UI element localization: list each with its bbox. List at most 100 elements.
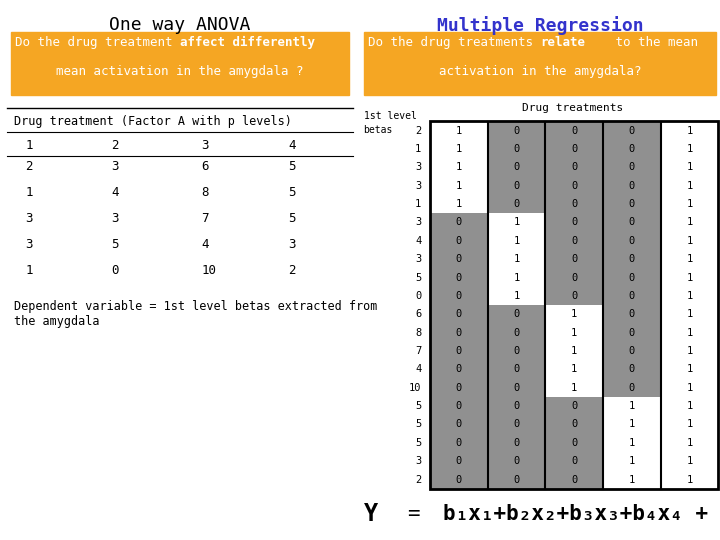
Text: 1: 1 — [513, 291, 520, 301]
Bar — [660, 379, 718, 397]
Bar — [431, 287, 488, 305]
Text: 1: 1 — [629, 438, 635, 448]
Text: 0: 0 — [571, 420, 577, 429]
Text: 0: 0 — [571, 181, 577, 191]
Text: 0: 0 — [571, 199, 577, 209]
Bar — [660, 268, 718, 287]
Text: Multiple Regression: Multiple Regression — [437, 16, 643, 35]
Bar — [546, 452, 603, 470]
Text: 0: 0 — [456, 218, 462, 227]
Text: 0: 0 — [629, 383, 635, 393]
Text: 3: 3 — [415, 254, 421, 264]
Bar — [488, 434, 546, 452]
Text: 4: 4 — [202, 238, 209, 251]
Text: 0: 0 — [629, 218, 635, 227]
Text: Drug treatments: Drug treatments — [522, 103, 623, 113]
Text: 0: 0 — [513, 420, 520, 429]
Text: 0: 0 — [456, 346, 462, 356]
Text: 0: 0 — [571, 273, 577, 282]
Text: 1: 1 — [629, 401, 635, 411]
Bar — [431, 232, 488, 250]
Bar — [603, 177, 661, 195]
Bar — [431, 434, 488, 452]
Text: 6: 6 — [202, 160, 209, 173]
Text: 5: 5 — [112, 238, 119, 251]
Text: 1: 1 — [513, 218, 520, 227]
Text: 1: 1 — [513, 273, 520, 282]
Bar — [488, 213, 546, 232]
Text: 0: 0 — [513, 346, 520, 356]
Bar — [431, 250, 488, 268]
Text: 1: 1 — [629, 456, 635, 466]
Bar — [546, 232, 603, 250]
Text: 0: 0 — [513, 364, 520, 374]
Text: 0: 0 — [629, 199, 635, 209]
Bar — [660, 434, 718, 452]
Text: 0: 0 — [513, 438, 520, 448]
Text: 0: 0 — [629, 364, 635, 374]
Text: Do the drug treatments: Do the drug treatments — [367, 36, 540, 49]
Text: 0: 0 — [571, 144, 577, 154]
Bar — [546, 397, 603, 415]
Bar — [431, 379, 488, 397]
Text: 5: 5 — [288, 186, 295, 199]
Text: 0: 0 — [629, 254, 635, 264]
Text: 1: 1 — [629, 475, 635, 484]
Text: 0: 0 — [456, 309, 462, 319]
Text: 0: 0 — [415, 291, 421, 301]
Bar — [546, 360, 603, 379]
Text: 1: 1 — [686, 144, 693, 154]
Text: 1: 1 — [686, 181, 693, 191]
Text: 0: 0 — [629, 144, 635, 154]
Text: 0: 0 — [571, 456, 577, 466]
Text: 0: 0 — [456, 420, 462, 429]
Text: 0: 0 — [571, 126, 577, 136]
Text: 1: 1 — [686, 309, 693, 319]
Text: 0: 0 — [513, 328, 520, 338]
Text: 1: 1 — [686, 364, 693, 374]
Text: 0: 0 — [456, 254, 462, 264]
Text: 8: 8 — [415, 328, 421, 338]
Bar — [488, 397, 546, 415]
Bar — [603, 434, 661, 452]
Text: 0: 0 — [629, 126, 635, 136]
Text: 0: 0 — [571, 291, 577, 301]
Bar — [660, 452, 718, 470]
Text: 0: 0 — [513, 456, 520, 466]
Text: 1: 1 — [415, 144, 421, 154]
Text: 1: 1 — [25, 186, 32, 199]
Text: 3: 3 — [415, 163, 421, 172]
Text: 1: 1 — [686, 126, 693, 136]
Text: 0: 0 — [629, 163, 635, 172]
Bar — [603, 379, 661, 397]
Text: 2: 2 — [112, 139, 119, 152]
Text: 1: 1 — [415, 199, 421, 209]
Text: 0: 0 — [513, 309, 520, 319]
Bar — [431, 268, 488, 287]
Bar — [660, 158, 718, 177]
Text: 0: 0 — [629, 181, 635, 191]
Text: 3: 3 — [202, 139, 209, 152]
Bar — [431, 305, 488, 323]
Bar — [546, 250, 603, 268]
Bar — [660, 342, 718, 360]
Text: 0: 0 — [513, 163, 520, 172]
Bar — [603, 158, 661, 177]
Bar — [660, 213, 718, 232]
Text: 0: 0 — [513, 126, 520, 136]
Bar — [488, 140, 546, 158]
Bar — [603, 140, 661, 158]
Text: 0: 0 — [456, 273, 462, 282]
Text: 0: 0 — [513, 181, 520, 191]
Bar — [488, 452, 546, 470]
Bar — [431, 342, 488, 360]
Text: 1st level: 1st level — [364, 111, 416, 121]
Text: 0: 0 — [629, 346, 635, 356]
Text: 7: 7 — [415, 346, 421, 356]
Text: 5: 5 — [415, 438, 421, 448]
Text: b₁x₁+b₂x₂+b₃x₃+b₄x₄ + b₀: b₁x₁+b₂x₂+b₃x₃+b₄x₄ + b₀ — [443, 504, 720, 524]
Text: 0: 0 — [456, 291, 462, 301]
Text: 1: 1 — [686, 163, 693, 172]
Bar — [660, 287, 718, 305]
Text: 3: 3 — [415, 456, 421, 466]
